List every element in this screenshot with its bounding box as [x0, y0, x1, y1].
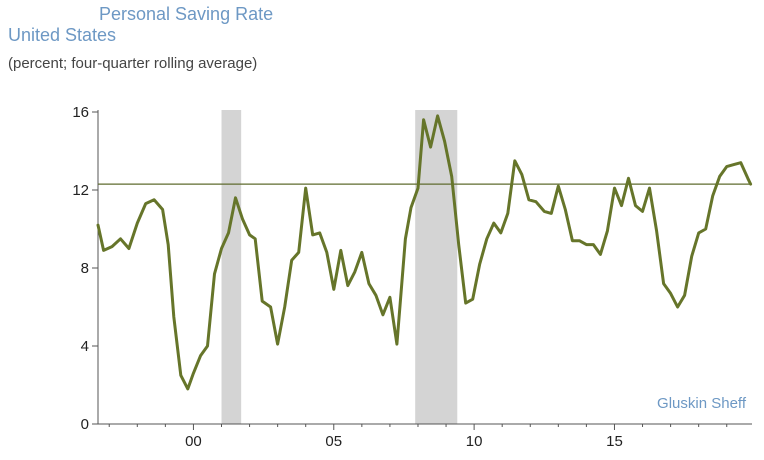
y-tick-label-0: 0	[81, 416, 89, 433]
x-tick-label-05: 05	[325, 433, 342, 450]
x-tick-label-10: 10	[466, 433, 483, 450]
y-tick-label-16: 16	[72, 104, 89, 121]
chart-subtitle: United States	[8, 25, 117, 45]
axes: 0 4 8 12 16 00 05 10 15	[72, 104, 752, 450]
x-tick-label-15: 15	[606, 433, 623, 450]
recession-band-1	[221, 110, 242, 424]
series-group	[96, 114, 753, 391]
y-tick-label-4: 4	[81, 338, 89, 355]
unit-note: (percent; four-quarter rolling average)	[8, 55, 258, 72]
x-tick-label-00: 00	[185, 433, 202, 450]
chart-title: Personal Saving Rate	[99, 4, 274, 24]
y-tick-label-12: 12	[72, 182, 89, 199]
series-line-1	[96, 114, 753, 391]
source-label: Gluskin Sheff	[657, 395, 746, 412]
y-tick-label-8: 8	[81, 260, 89, 277]
